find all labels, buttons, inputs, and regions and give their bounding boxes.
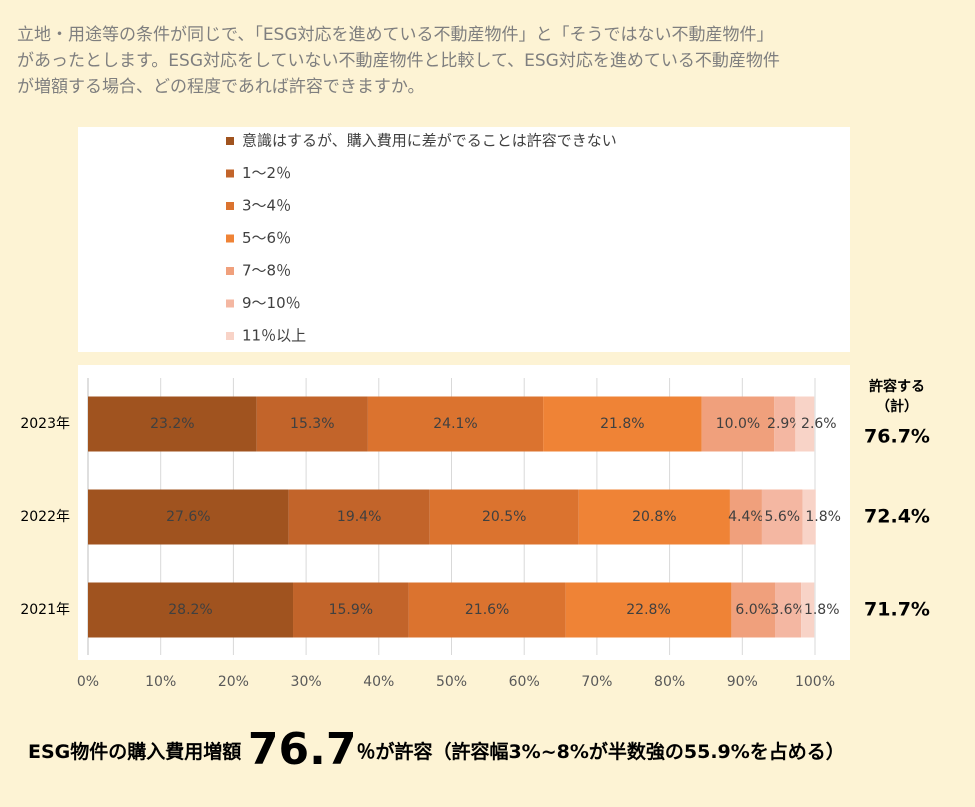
data-label: 3.6% <box>770 602 806 618</box>
y-tick-label: 2022年 <box>20 509 70 525</box>
data-label: 15.9% <box>329 602 373 618</box>
legend-swatch <box>226 332 234 340</box>
totals-header: 許容する <box>869 378 925 395</box>
data-label: 2.9% <box>767 416 803 432</box>
legend-label: 意識はするが、購入費用に差がでることは許容できない <box>242 132 617 150</box>
bar-segment <box>795 396 815 452</box>
x-tick-label: 40% <box>363 674 394 690</box>
x-tick-label: 80% <box>654 674 685 690</box>
data-label: 4.4% <box>728 509 764 525</box>
bar-segment <box>761 489 803 545</box>
data-label: 22.8% <box>626 602 670 618</box>
y-tick-label: 2023年 <box>20 416 70 432</box>
bar-segment <box>408 582 566 638</box>
legend-swatch <box>226 169 234 178</box>
data-label: 28.2% <box>168 602 212 618</box>
bar-segment <box>565 582 732 638</box>
x-tick-label: 50% <box>436 674 467 690</box>
legend-label: 9～10％ <box>242 294 301 312</box>
bar-segment <box>256 396 368 452</box>
footer-prefix: ESG物件の購入費用増額 <box>28 740 248 763</box>
legend-label: 5～6％ <box>242 229 291 247</box>
footer-suffix: ％が許容（許容幅3%~8%が半数強の55.9%を占める） <box>356 740 844 763</box>
legend-swatch <box>226 267 234 275</box>
data-label: 6.0% <box>735 602 771 618</box>
bar-segment <box>801 582 815 638</box>
legend-swatch <box>226 202 234 210</box>
question-line: があったとします。ESG対応をしていない不動産物件と比較して、ESG対応を進めて… <box>17 51 780 71</box>
data-label: 15.3% <box>290 416 334 432</box>
data-label: 10.0% <box>716 416 760 432</box>
data-label: 1.8% <box>804 602 840 618</box>
bar-segment <box>774 396 796 452</box>
legend-swatch <box>226 234 234 243</box>
bar-segment <box>88 396 257 452</box>
bar-segment <box>578 489 730 545</box>
data-label: 20.5% <box>482 509 526 525</box>
data-label: 19.4% <box>337 509 381 525</box>
legend-label: 7～8％ <box>242 262 291 280</box>
total-label: 72.4% <box>864 506 930 528</box>
x-tick-label: 100% <box>795 674 835 690</box>
bar-segment <box>701 396 775 452</box>
legend-label: 1～2％ <box>242 164 291 182</box>
data-label: 5.6% <box>764 509 800 525</box>
total-label: 71.7% <box>864 599 930 621</box>
legend-label: 3～4％ <box>242 197 291 215</box>
bar-segment <box>802 489 816 545</box>
y-tick-label: 2021年 <box>20 602 70 618</box>
footer-highlight: 76.7 <box>248 724 357 775</box>
bar-segment <box>543 396 702 452</box>
bar-segment <box>367 396 544 452</box>
x-tick-label: 90% <box>727 674 758 690</box>
x-tick-label: 10% <box>145 674 176 690</box>
bar-segment <box>88 582 294 638</box>
legend-box <box>78 127 850 352</box>
x-tick-label: 30% <box>291 674 322 690</box>
x-tick-label: 20% <box>218 674 249 690</box>
question-line: 立地・用途等の条件が同じで、「ESG対応を進めている不動産物件」と「そうではない… <box>17 25 774 45</box>
bar-segment <box>775 582 802 638</box>
data-label: 20.8% <box>632 509 676 525</box>
bar-segment <box>429 489 579 545</box>
data-label: 24.1% <box>433 416 477 432</box>
bar-segment <box>88 489 289 545</box>
data-label: 27.6% <box>166 509 210 525</box>
x-tick-label: 70% <box>581 674 612 690</box>
x-tick-label: 0% <box>77 674 99 690</box>
bar-segment <box>729 489 762 545</box>
x-tick-label: 60% <box>509 674 540 690</box>
data-label: 2.6% <box>801 416 837 432</box>
footer: ESG物件の購入費用増額 76.7％が許容（許容幅3%~8%が半数強の55.9%… <box>28 724 845 775</box>
legend-swatch <box>226 299 234 308</box>
legend-swatch <box>226 137 234 145</box>
bar-segment <box>293 582 409 638</box>
total-label: 76.7% <box>864 426 930 448</box>
bar-segment <box>288 489 430 545</box>
totals-header: （計） <box>876 398 918 415</box>
legend-label: 11％以上 <box>242 327 306 345</box>
data-label: 21.8% <box>600 416 644 432</box>
data-label: 23.2% <box>150 416 194 432</box>
bar-segment <box>731 582 776 638</box>
question-line: が増額する場合、どの程度であれば許容できますか。 <box>17 77 425 97</box>
data-label: 21.6% <box>465 602 509 618</box>
data-label: 1.8% <box>805 509 841 525</box>
